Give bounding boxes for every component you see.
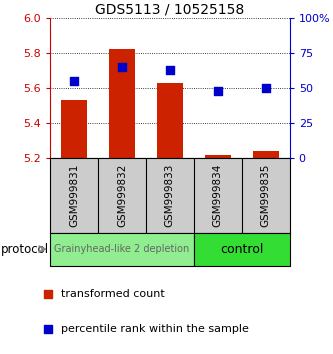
Point [71, 78, 77, 84]
Bar [194, 233, 290, 266]
Point [215, 88, 220, 93]
Text: GSM999834: GSM999834 [213, 164, 223, 227]
Bar [157, 83, 183, 158]
Text: protocol: protocol [1, 242, 49, 256]
Bar [109, 50, 135, 158]
Title: GDS5113 / 10525158: GDS5113 / 10525158 [95, 3, 244, 17]
Bar [204, 155, 231, 158]
Text: GSM999833: GSM999833 [165, 164, 175, 227]
Text: percentile rank within the sample: percentile rank within the sample [61, 324, 249, 334]
Bar [50, 233, 194, 266]
Bar [252, 151, 279, 158]
Text: GSM999835: GSM999835 [261, 164, 271, 227]
Bar [61, 100, 87, 158]
Point [213, 110, 218, 116]
Point [263, 85, 268, 91]
Text: transformed count: transformed count [61, 289, 165, 299]
Point [167, 67, 172, 73]
Point [119, 64, 125, 70]
Text: GSM999831: GSM999831 [69, 164, 79, 227]
Text: control: control [220, 242, 263, 256]
Text: GSM999832: GSM999832 [117, 164, 127, 227]
Text: Grainyhead-like 2 depletion: Grainyhead-like 2 depletion [54, 244, 189, 254]
